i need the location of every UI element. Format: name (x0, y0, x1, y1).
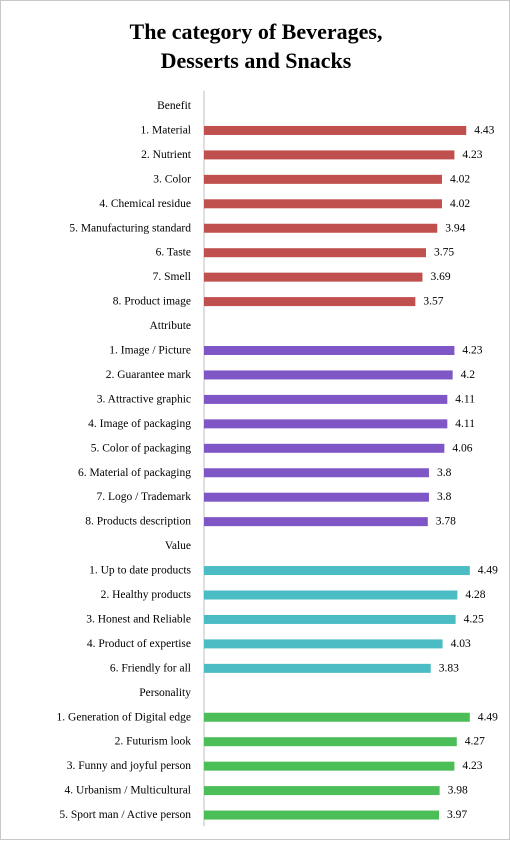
data-label: 4.43 (474, 124, 494, 136)
category-label: 2. Guarantee mark (106, 369, 192, 381)
data-label: 4.23 (462, 760, 482, 772)
bar (204, 590, 458, 600)
data-label: 4.25 (464, 613, 484, 625)
category-label: 1. Generation of Digital edge (57, 711, 191, 723)
bar (204, 737, 457, 747)
chart-title: The category of Beverages, Desserts and … (1, 17, 510, 75)
bar (204, 272, 423, 282)
category-label: 7. Smell (153, 271, 191, 283)
data-label: 3.75 (434, 247, 454, 259)
bar (204, 125, 467, 135)
category-label: 6. Material of packaging (78, 467, 191, 479)
bar (204, 248, 426, 258)
data-label: 4.49 (478, 711, 498, 723)
data-label: 4.23 (462, 345, 482, 357)
data-label: 3.98 (448, 785, 468, 797)
bar (204, 786, 440, 796)
category-label: 1. Material (141, 124, 191, 136)
category-label: 5. Color of packaging (91, 442, 192, 454)
bar (204, 297, 416, 307)
bar (204, 639, 443, 649)
category-label: 8. Products description (85, 516, 191, 528)
category-label: 3. Color (153, 173, 191, 185)
data-label: 4.28 (465, 589, 485, 601)
bar (204, 419, 448, 429)
category-label: 4. Image of packaging (88, 418, 191, 430)
bar (204, 370, 453, 380)
data-label: 4.11 (455, 393, 475, 405)
data-label: 3.78 (436, 516, 456, 528)
category-label: 3. Attractive graphic (97, 393, 191, 405)
category-label: 3. Funny and joyful person (67, 760, 192, 772)
bar (204, 150, 455, 160)
bar (204, 346, 455, 355)
group-label: Benefit (157, 100, 192, 112)
chart-title-line-1: The category of Beverages, (129, 19, 383, 44)
category-label: 2. Futurism look (115, 736, 192, 748)
category-label: 1. Image / Picture (109, 345, 191, 357)
data-label: 4.02 (450, 173, 470, 185)
bar (204, 761, 455, 771)
category-label: 5. Manufacturing standard (69, 222, 191, 234)
bar (204, 394, 448, 404)
bar (204, 443, 445, 453)
bar (204, 810, 440, 820)
data-label: 4.11 (455, 418, 475, 430)
chart-title-line-2: Desserts and Snacks (160, 48, 352, 73)
group-label: Personality (139, 687, 191, 699)
data-label: 3.94 (445, 222, 465, 234)
data-label: 4.02 (450, 198, 470, 210)
data-label: 4.06 (452, 442, 472, 454)
bar (204, 199, 442, 209)
bar (204, 663, 431, 673)
data-label: 3.69 (430, 271, 450, 283)
bar (204, 492, 429, 502)
bar (204, 566, 470, 576)
category-label: 2. Healthy products (101, 589, 192, 601)
data-label: 3.97 (447, 809, 467, 821)
data-label: 3.8 (437, 467, 452, 479)
bar (204, 517, 428, 527)
data-label: 4.23 (462, 149, 482, 161)
category-label: 6. Taste (156, 247, 191, 259)
bar (204, 223, 438, 233)
data-label: 4.03 (451, 638, 471, 650)
category-label: 4. Urbanism / Multicultural (65, 785, 191, 797)
category-label: 8. Product image (113, 296, 191, 308)
group-label: Value (165, 540, 191, 552)
data-label: 4.49 (478, 565, 498, 577)
group-label: Attribute (149, 320, 191, 332)
bar (204, 712, 470, 722)
data-label: 3.83 (439, 662, 459, 674)
category-label: 7. Logo / Trademark (96, 491, 191, 503)
data-label: 4.27 (465, 736, 485, 748)
category-label: 4. Product of expertise (87, 638, 191, 650)
bar (204, 468, 429, 478)
data-label: 3.57 (423, 296, 443, 308)
category-label: 5. Sport man / Active person (59, 809, 191, 821)
data-label: 3.8 (437, 491, 452, 503)
data-label: 4.2 (461, 369, 476, 381)
category-label: 6. Friendly for all (110, 662, 191, 674)
category-label: 1. Up to date products (89, 565, 191, 577)
bar (204, 614, 456, 624)
category-label: 4. Chemical residue (99, 198, 191, 210)
bar (204, 174, 442, 184)
category-label: 3. Honest and Reliable (86, 613, 191, 625)
category-label: 2. Nutrient (141, 149, 192, 161)
